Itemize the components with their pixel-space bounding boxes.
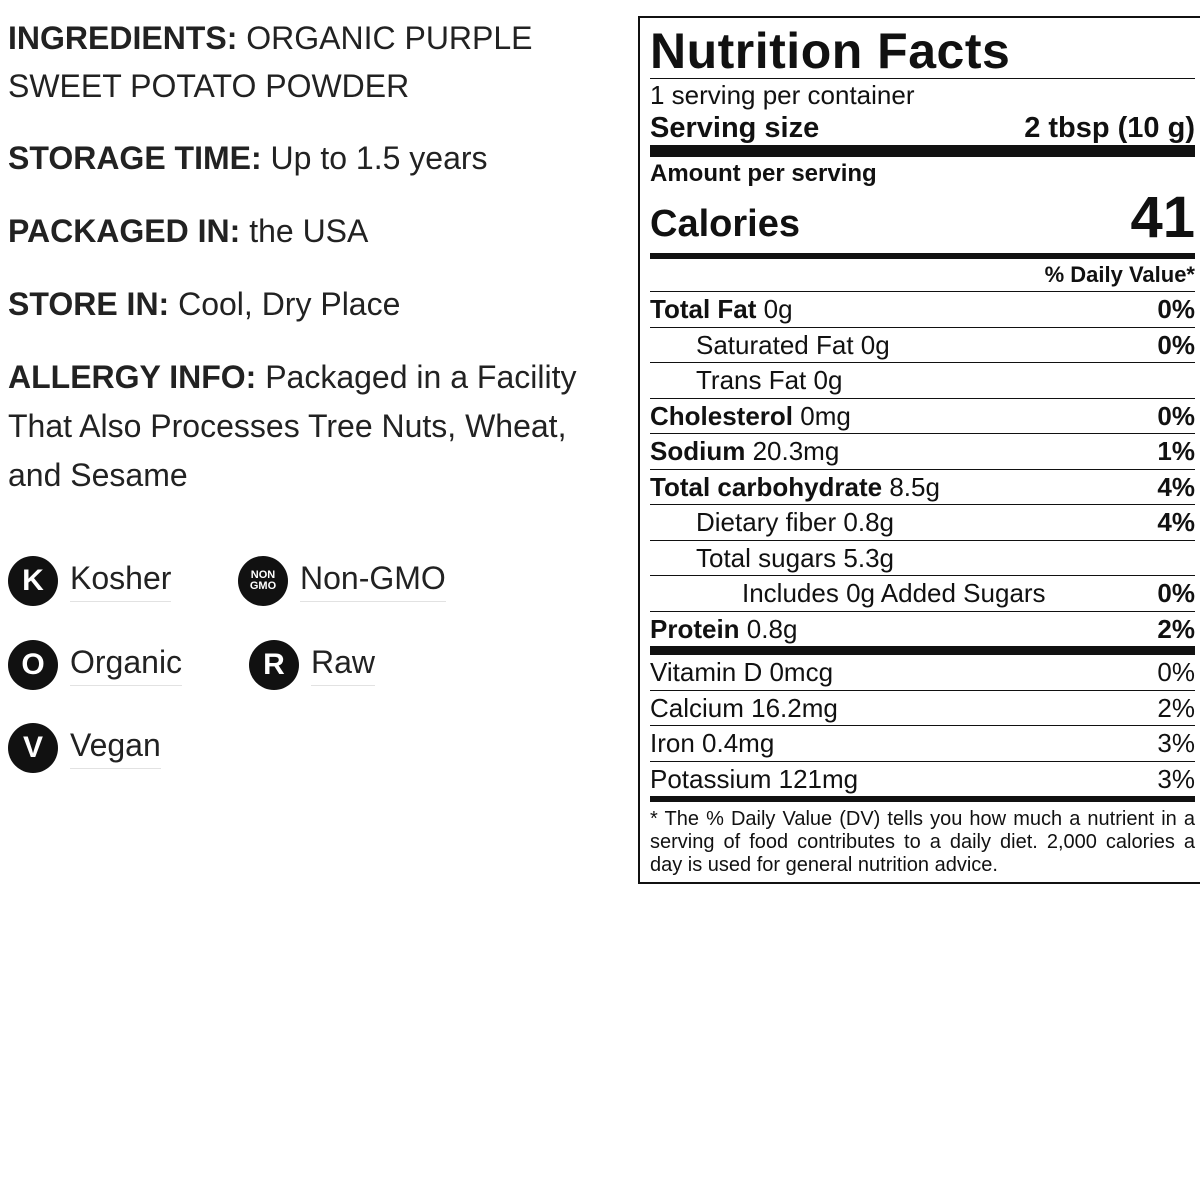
store-key: STORE IN: bbox=[8, 286, 170, 322]
saturated-fat-row: Saturated Fat 0g 0% bbox=[650, 326, 1195, 363]
calories-value: 41 bbox=[1130, 185, 1195, 250]
organic-label: Organic bbox=[70, 644, 183, 686]
dietary-fiber-row: Dietary fiber 0.8g 4% bbox=[650, 504, 1195, 540]
badge-raw: R Raw bbox=[249, 640, 376, 690]
cholesterol-dv: 0% bbox=[1157, 400, 1195, 431]
total-fat-dv: 0% bbox=[1157, 294, 1195, 324]
badge-vegan: V Vegan bbox=[8, 723, 161, 773]
medium-divider bbox=[650, 253, 1195, 259]
raw-label: Raw bbox=[311, 644, 376, 686]
badge-kosher: K Kosher bbox=[8, 556, 172, 606]
total-sugars-label: Total sugars 5.3g bbox=[696, 542, 895, 573]
saturated-fat-dv: 0% bbox=[1157, 329, 1195, 360]
ingredients-key: INGREDIENTS: bbox=[8, 20, 238, 56]
protein-row: Protein 0.8g 2% bbox=[650, 610, 1195, 647]
calories-label: Calories bbox=[650, 203, 800, 245]
cholesterol-label: Cholesterol bbox=[650, 400, 794, 431]
vegan-label: Vegan bbox=[70, 727, 161, 769]
saturated-fat-label: Saturated Fat 0g bbox=[696, 329, 890, 360]
allergy-info: ALLERGY INFO: Packaged in a Facility Tha… bbox=[8, 353, 628, 500]
packaged-key: PACKAGED IN: bbox=[8, 213, 241, 249]
allergy-key: ALLERGY INFO: bbox=[8, 359, 257, 395]
medium-divider bbox=[650, 796, 1195, 802]
store-in: STORE IN: Cool, Dry Place bbox=[8, 280, 628, 329]
non-gmo-icon: NON GMO bbox=[238, 556, 288, 606]
ingredients-value: ORGANIC PURPLE SWEET POTATO POWDER bbox=[8, 20, 533, 104]
serving-size-label: Serving size bbox=[650, 112, 820, 144]
divider bbox=[650, 78, 1195, 79]
badge-non-gmo: NON GMO Non-GMO bbox=[238, 556, 446, 606]
allergy-value: Packaged in a Facility That Also Process… bbox=[8, 359, 577, 493]
carbohydrate-dv: 4% bbox=[1157, 471, 1195, 502]
sodium-row: Sodium 20.3mg 1% bbox=[650, 433, 1195, 469]
non-gmo-label: Non-GMO bbox=[300, 560, 446, 602]
badge-organic: O Organic bbox=[8, 640, 183, 690]
protein-dv: 2% bbox=[1157, 613, 1195, 644]
dietary-fiber-dv: 4% bbox=[1157, 507, 1195, 537]
carbohydrate-row: Total carbohydrate 8.5g 4% bbox=[650, 468, 1195, 505]
dietary-fiber-label: Dietary fiber 0.8g bbox=[696, 507, 894, 537]
iron-row: Iron 0.4mg 3% bbox=[650, 725, 1195, 761]
cholesterol-amount: 0mg bbox=[793, 400, 851, 431]
calcium-label: Calcium 16.2mg bbox=[650, 692, 838, 723]
added-sugars-row: Includes 0g Added Sugars 0% bbox=[650, 575, 1195, 611]
iron-dv: 3% bbox=[1157, 728, 1195, 758]
sodium-amount: 20.3mg bbox=[745, 436, 840, 466]
nutrition-facts-panel: Nutrition Facts 1 serving per container … bbox=[638, 16, 1200, 884]
protein-label: Protein bbox=[650, 613, 740, 644]
storage-time: STORAGE TIME: Up to 1.5 years bbox=[8, 134, 628, 183]
thick-divider bbox=[650, 145, 1195, 157]
kosher-label: Kosher bbox=[70, 560, 172, 602]
packaged-in: PACKAGED IN: the USA bbox=[8, 207, 628, 256]
servings-per-container: 1 serving per container bbox=[650, 80, 915, 110]
sodium-label: Sodium bbox=[650, 436, 746, 466]
calcium-row: Calcium 16.2mg 2% bbox=[650, 689, 1195, 726]
added-sugars-dv: 0% bbox=[1157, 578, 1195, 608]
raw-icon: R bbox=[249, 640, 299, 690]
potassium-dv: 3% bbox=[1157, 763, 1195, 794]
calories-row: Calories 41 bbox=[650, 189, 1195, 247]
total-fat-label: Total Fat bbox=[650, 294, 757, 324]
packaged-value: the USA bbox=[240, 213, 369, 249]
protein-amount: 0.8g bbox=[739, 613, 798, 644]
nutrition-facts-title: Nutrition Facts bbox=[650, 23, 1011, 79]
thick-divider bbox=[650, 646, 1195, 655]
daily-value-footnote: * The % Daily Value (DV) tells you how m… bbox=[650, 808, 1195, 876]
store-value: Cool, Dry Place bbox=[169, 286, 401, 322]
daily-value-header: % Daily Value* bbox=[1044, 262, 1195, 287]
potassium-row: Potassium 121mg 3% bbox=[650, 760, 1195, 797]
kosher-icon: K bbox=[8, 556, 58, 606]
storage-value: Up to 1.5 years bbox=[261, 140, 488, 176]
cholesterol-row: Cholesterol 0mg 0% bbox=[650, 397, 1195, 434]
carbohydrate-label: Total carbohydrate bbox=[650, 471, 883, 502]
certification-badges: K Kosher NON GMO Non-GMO O Organic R Raw … bbox=[8, 556, 628, 796]
sodium-dv: 1% bbox=[1157, 436, 1195, 466]
serving-size-value: 2 tbsp (10 g) bbox=[1024, 112, 1195, 144]
total-fat-row: Total Fat 0g 0% bbox=[650, 292, 1195, 327]
carbohydrate-amount: 8.5g bbox=[882, 471, 940, 502]
non-gmo-icon-line1: NON bbox=[250, 569, 276, 581]
vitamin-d-label: Vitamin D 0mcg bbox=[650, 657, 834, 687]
total-fat-amount: 0g bbox=[756, 294, 793, 324]
vitamin-d-dv: 0% bbox=[1157, 657, 1195, 687]
added-sugars-label: Includes 0g Added Sugars bbox=[742, 578, 1046, 608]
trans-fat-label: Trans Fat 0g bbox=[696, 365, 843, 395]
organic-icon: O bbox=[8, 640, 58, 690]
ingredients: INGREDIENTS: ORGANIC PURPLE SWEET POTATO… bbox=[8, 14, 628, 110]
serving-size-row: Serving size 2 tbsp (10 g) bbox=[650, 111, 1195, 145]
divider bbox=[650, 291, 1195, 292]
storage-key: STORAGE TIME: bbox=[8, 140, 262, 176]
calcium-dv: 2% bbox=[1157, 692, 1195, 723]
product-info: INGREDIENTS: ORGANIC PURPLE SWEET POTATO… bbox=[8, 14, 628, 524]
trans-fat-row: Trans Fat 0g bbox=[650, 362, 1195, 398]
vitamin-d-row: Vitamin D 0mcg 0% bbox=[650, 655, 1195, 690]
total-sugars-row: Total sugars 5.3g bbox=[650, 539, 1195, 576]
amount-per-serving: Amount per serving bbox=[650, 160, 877, 187]
vegan-icon: V bbox=[8, 723, 58, 773]
potassium-label: Potassium 121mg bbox=[650, 763, 859, 794]
non-gmo-icon-line2: GMO bbox=[249, 580, 277, 592]
iron-label: Iron 0.4mg bbox=[650, 728, 775, 758]
